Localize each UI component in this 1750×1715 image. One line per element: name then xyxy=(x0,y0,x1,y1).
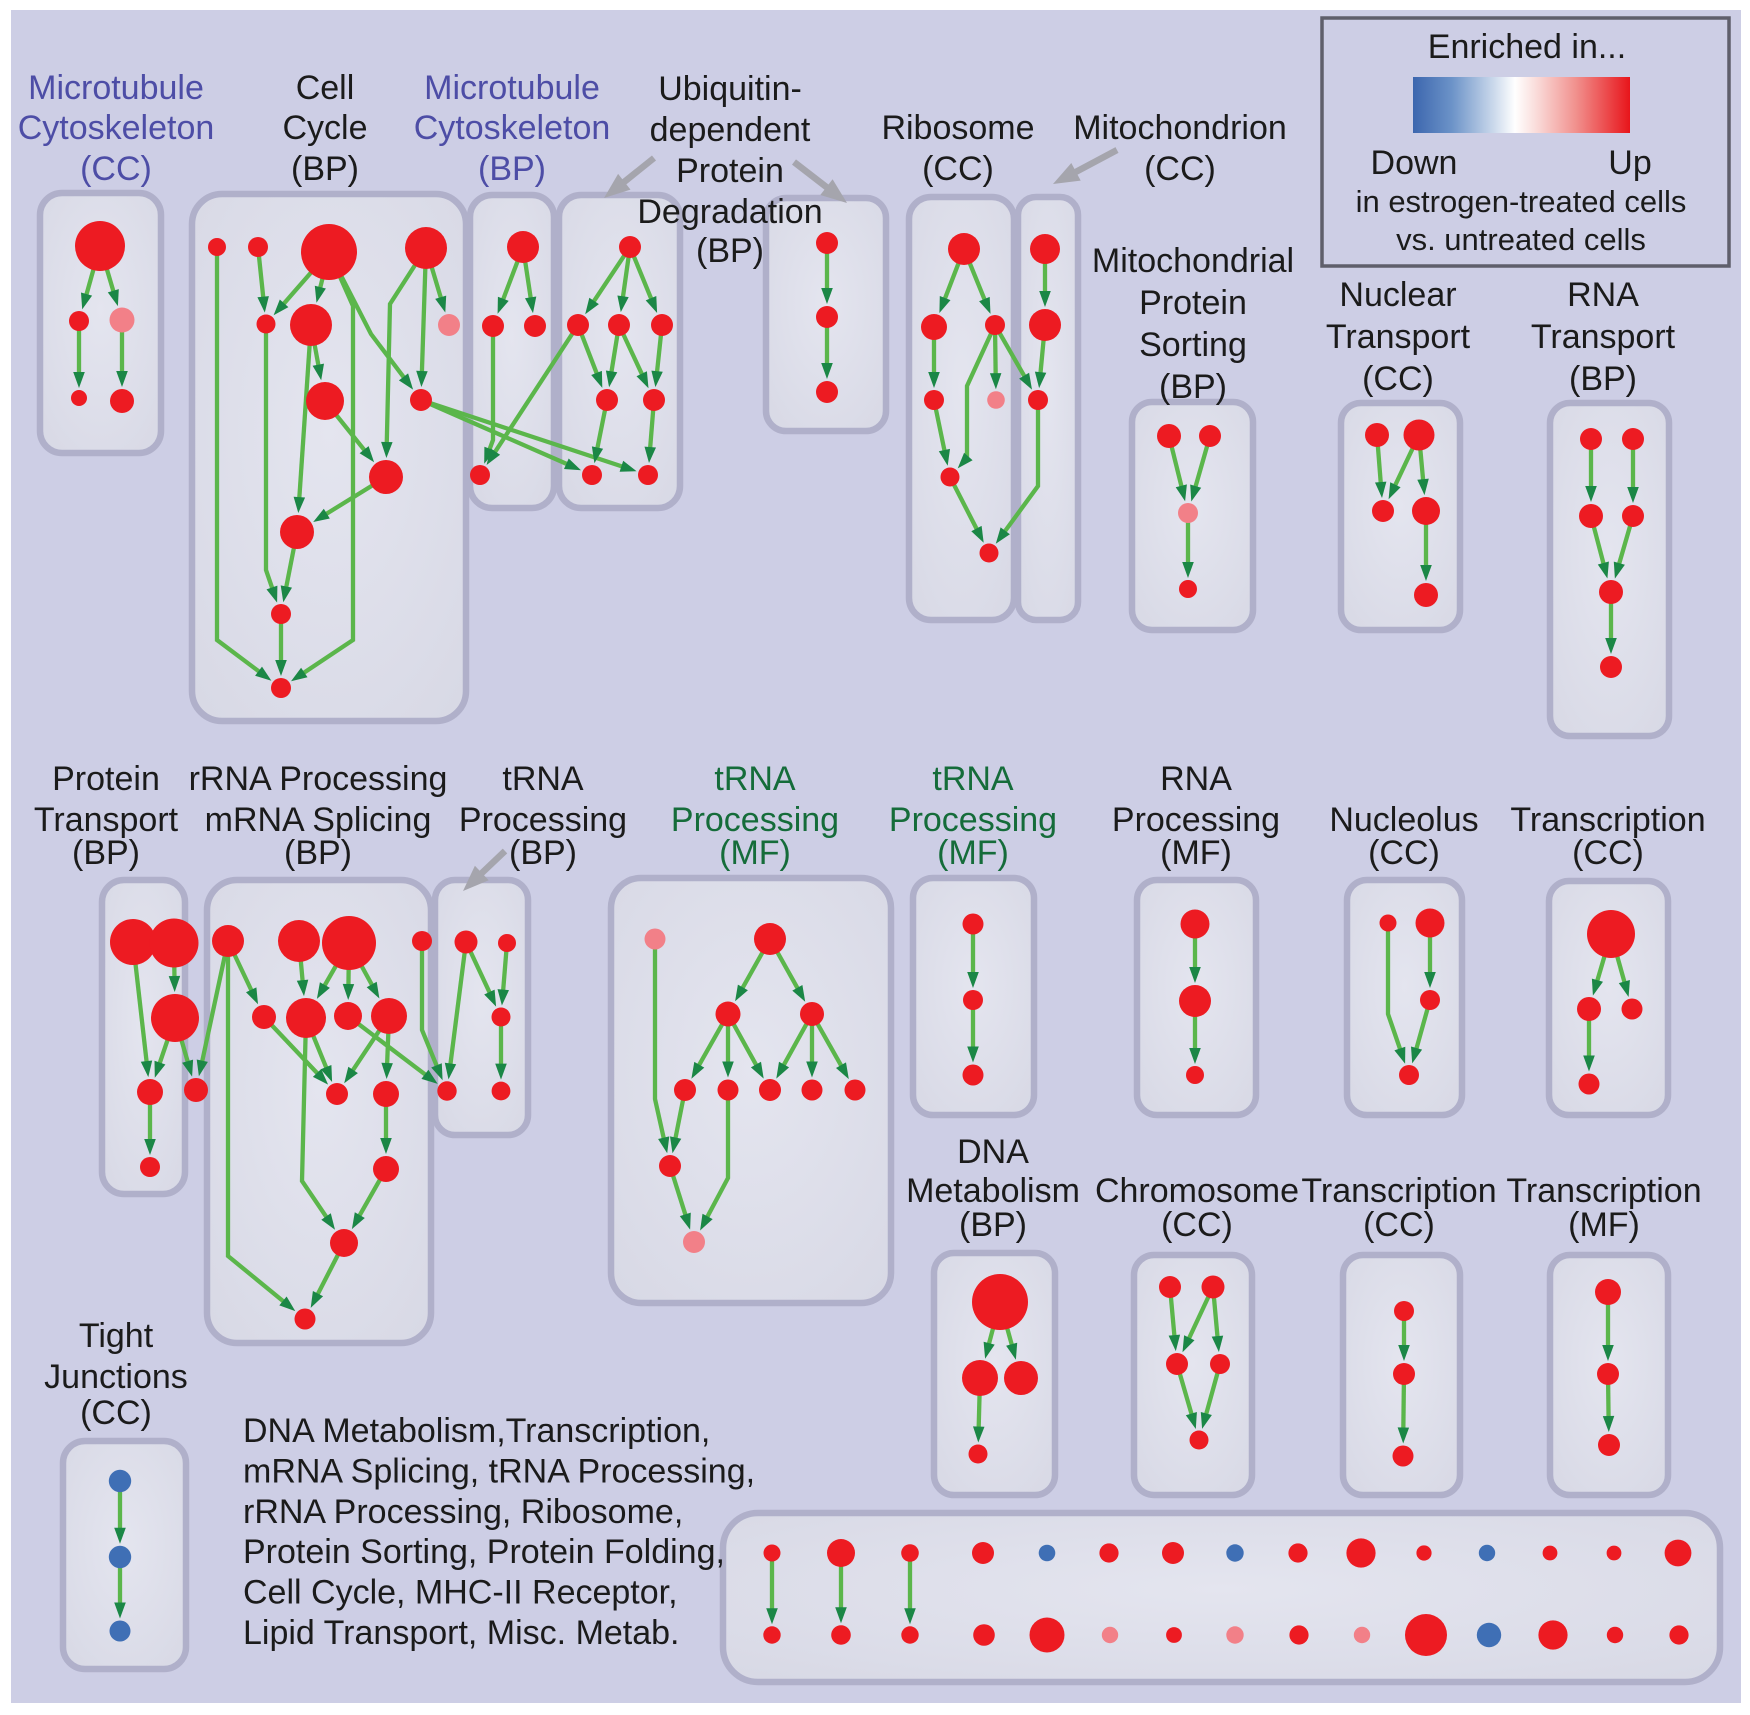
svg-text:Cytoskeleton: Cytoskeleton xyxy=(18,109,215,147)
svg-text:Cycle: Cycle xyxy=(282,109,367,147)
svg-text:(BP): (BP) xyxy=(509,834,577,872)
svg-text:Protein Sorting, Protein Foldi: Protein Sorting, Protein Folding, xyxy=(243,1533,725,1571)
svg-text:(CC): (CC) xyxy=(1572,834,1644,872)
svg-text:(BP): (BP) xyxy=(1159,368,1227,406)
svg-text:rRNA Processing: rRNA Processing xyxy=(189,760,448,798)
svg-text:tRNA: tRNA xyxy=(714,760,796,798)
svg-text:Transport: Transport xyxy=(1531,318,1676,356)
svg-text:RNA: RNA xyxy=(1567,276,1639,314)
svg-text:tRNA: tRNA xyxy=(502,760,584,798)
svg-text:(MF): (MF) xyxy=(937,834,1009,872)
svg-text:Metabolism: Metabolism xyxy=(906,1172,1080,1210)
svg-text:(CC): (CC) xyxy=(1363,1206,1435,1244)
svg-text:dependent: dependent xyxy=(650,111,811,149)
svg-text:Processing: Processing xyxy=(671,801,839,839)
svg-text:tRNA: tRNA xyxy=(932,760,1014,798)
svg-text:mRNA Splicing: mRNA Splicing xyxy=(205,801,432,839)
svg-text:Protein: Protein xyxy=(676,152,784,190)
svg-text:Processing: Processing xyxy=(889,801,1057,839)
svg-text:Up: Up xyxy=(1608,144,1651,182)
svg-text:RNA: RNA xyxy=(1160,760,1232,798)
svg-text:Down: Down xyxy=(1371,144,1458,182)
svg-text:Nuclear: Nuclear xyxy=(1339,276,1456,314)
svg-text:(MF): (MF) xyxy=(1160,834,1232,872)
svg-text:(BP): (BP) xyxy=(1569,360,1637,398)
svg-text:(BP): (BP) xyxy=(696,232,764,270)
svg-text:DNA Metabolism,Transcription,: DNA Metabolism,Transcription, xyxy=(243,1412,710,1450)
svg-text:(CC): (CC) xyxy=(1362,360,1434,398)
svg-text:Cytoskeleton: Cytoskeleton xyxy=(414,109,611,147)
svg-text:Mitochondrial: Mitochondrial xyxy=(1092,242,1294,280)
svg-text:(CC): (CC) xyxy=(922,150,994,188)
svg-text:Microtubule: Microtubule xyxy=(424,69,600,107)
svg-text:(MF): (MF) xyxy=(1568,1206,1640,1244)
svg-text:Processing: Processing xyxy=(459,801,627,839)
svg-text:Transcription: Transcription xyxy=(1510,801,1705,839)
svg-text:Protein: Protein xyxy=(1139,284,1247,322)
svg-text:in estrogen-treated cells: in estrogen-treated cells xyxy=(1356,184,1687,219)
svg-text:Transcription: Transcription xyxy=(1301,1172,1496,1210)
svg-text:Lipid Transport, Misc. Metab.: Lipid Transport, Misc. Metab. xyxy=(243,1614,680,1652)
svg-text:DNA: DNA xyxy=(957,1133,1029,1171)
svg-text:Processing: Processing xyxy=(1112,801,1280,839)
svg-text:mRNA Splicing, tRNA Processing: mRNA Splicing, tRNA Processing, xyxy=(243,1452,755,1490)
svg-text:Mitochondrion: Mitochondrion xyxy=(1073,109,1287,147)
svg-text:Cell: Cell xyxy=(296,69,355,107)
svg-text:(MF): (MF) xyxy=(719,834,791,872)
svg-text:(BP): (BP) xyxy=(291,150,359,188)
svg-text:(CC): (CC) xyxy=(1144,150,1216,188)
svg-text:(CC): (CC) xyxy=(1161,1206,1233,1244)
svg-text:Degradation: Degradation xyxy=(637,193,822,231)
svg-text:Nucleolus: Nucleolus xyxy=(1329,801,1478,839)
svg-text:Sorting: Sorting xyxy=(1139,326,1247,364)
svg-text:Transcription: Transcription xyxy=(1506,1172,1701,1210)
svg-text:Tight: Tight xyxy=(79,1317,154,1355)
svg-text:(BP): (BP) xyxy=(284,834,352,872)
svg-text:Microtubule: Microtubule xyxy=(28,69,204,107)
svg-text:(CC): (CC) xyxy=(1368,834,1440,872)
svg-text:Ubiquitin-: Ubiquitin- xyxy=(658,70,802,108)
svg-text:(BP): (BP) xyxy=(478,150,546,188)
svg-text:Transport: Transport xyxy=(34,801,179,839)
svg-text:Transport: Transport xyxy=(1326,318,1471,356)
svg-text:(CC): (CC) xyxy=(80,150,152,188)
svg-text:Protein: Protein xyxy=(52,760,160,798)
svg-text:Enriched in...: Enriched in... xyxy=(1428,28,1626,66)
svg-text:vs. untreated cells: vs. untreated cells xyxy=(1396,222,1646,257)
svg-text:Ribosome: Ribosome xyxy=(881,109,1034,147)
svg-text:(BP): (BP) xyxy=(72,834,140,872)
svg-text:Junctions: Junctions xyxy=(44,1358,188,1396)
svg-text:Chromosome: Chromosome xyxy=(1095,1172,1299,1210)
svg-text:rRNA Processing, Ribosome,: rRNA Processing, Ribosome, xyxy=(243,1493,683,1531)
svg-text:(BP): (BP) xyxy=(959,1206,1027,1244)
svg-text:Cell Cycle, MHC-II Receptor,: Cell Cycle, MHC-II Receptor, xyxy=(243,1574,678,1612)
svg-text:(CC): (CC) xyxy=(80,1394,152,1432)
